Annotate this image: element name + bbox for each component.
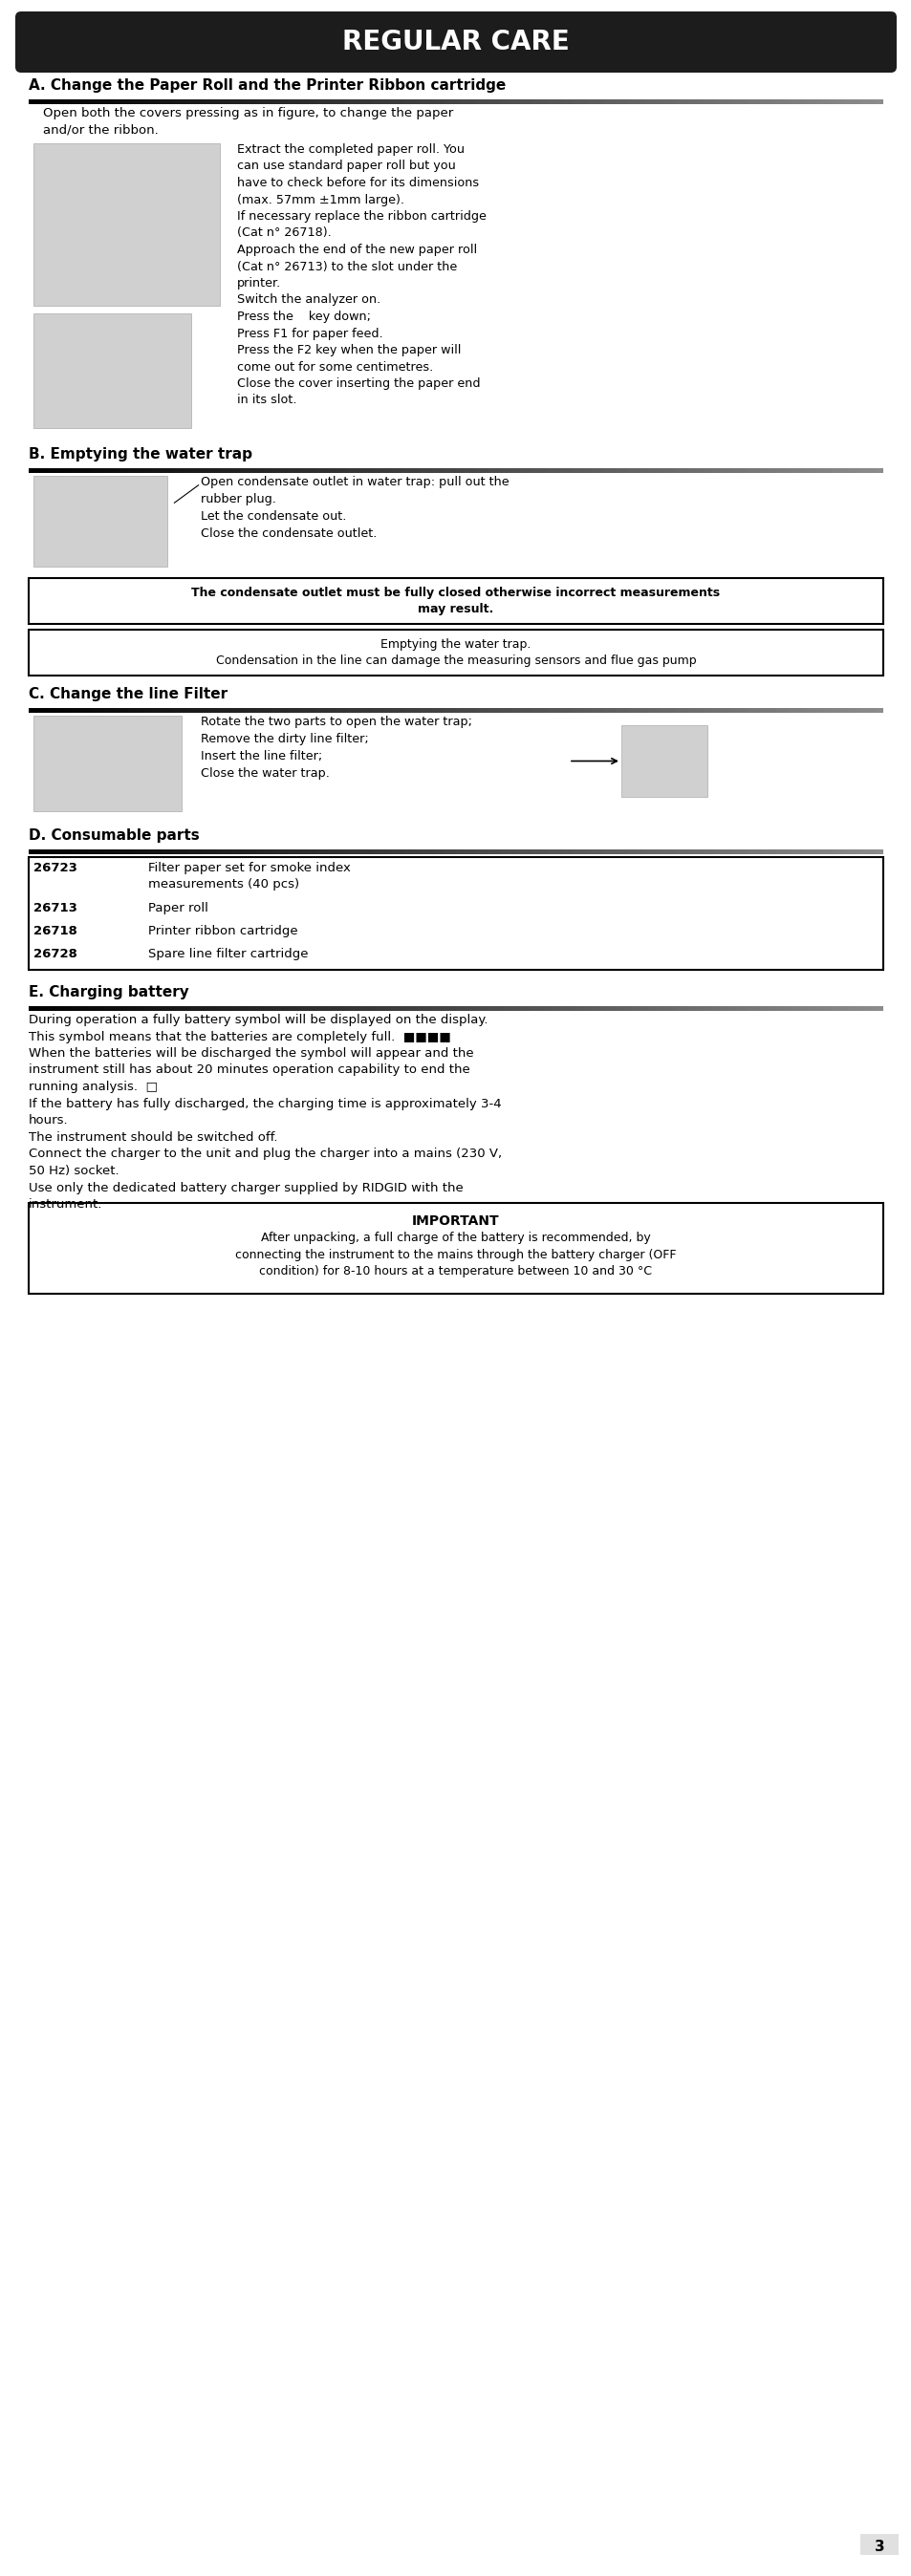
Text: Open condensate outlet in water trap: pull out the
rubber plug.
Let the condensa: Open condensate outlet in water trap: pu… [200,477,508,541]
Bar [34,716,181,811]
Bar [28,858,883,969]
Text: 26718: 26718 [34,925,77,938]
Text: Spare line filter cartridge: Spare line filter cartridge [148,948,308,961]
FancyBboxPatch shape [15,10,896,72]
Text: Paper roll: Paper roll [148,902,208,914]
Text: E. Charging battery: E. Charging battery [28,984,189,999]
Text: C. Change the line Filter: C. Change the line Filter [28,688,228,701]
Bar [34,314,191,428]
Text: Filter paper set for smoke index
measurements (40 pcs): Filter paper set for smoke index measure… [148,863,351,891]
Bar [34,144,220,307]
Text: D. Consumable parts: D. Consumable parts [28,829,200,842]
Text: If the battery has fully discharged, the charging time is approximately 3-4
hour: If the battery has fully discharged, the… [28,1097,501,1211]
Text: Open both the covers pressing as in figure, to change the paper
and/or the ribbo: Open both the covers pressing as in figu… [43,108,453,137]
Text: B. Emptying the water trap: B. Emptying the water trap [28,448,252,461]
Text: The condensate outlet must be fully closed otherwise incorrect measurements
may : The condensate outlet must be fully clos… [191,587,720,616]
Text: Printer ribbon cartridge: Printer ribbon cartridge [148,925,298,938]
Bar [28,577,883,623]
Text: Emptying the water trap.
Condensation in the line can damage the measuring senso: Emptying the water trap. Condensation in… [216,639,695,667]
Text: 3: 3 [874,2540,884,2555]
Bar [620,726,707,796]
Text: 26728: 26728 [34,948,77,961]
Text: During operation a fully battery symbol will be displayed on the display.
This s: During operation a fully battery symbol … [28,1015,487,1092]
Text: REGULAR CARE: REGULAR CARE [342,28,569,57]
Bar [28,1203,883,1293]
Text: After unpacking, a full charge of the battery is recommended, by
connecting the : After unpacking, a full charge of the ba… [235,1231,676,1278]
Text: Extract the completed paper roll. You
can use standard paper roll but you
have t: Extract the completed paper roll. You ca… [237,144,486,407]
Text: A. Change the Paper Roll and the Printer Ribbon cartridge: A. Change the Paper Roll and the Printer… [28,77,506,93]
Text: Rotate the two parts to open the water trap;
Remove the dirty line filter;
Inser: Rotate the two parts to open the water t… [200,716,472,781]
Text: 26713: 26713 [34,902,77,914]
Bar [28,629,883,675]
Bar [859,2535,897,2555]
Text: 26723: 26723 [34,863,77,873]
Text: IMPORTANT: IMPORTANT [412,1213,499,1229]
Bar [34,477,167,567]
